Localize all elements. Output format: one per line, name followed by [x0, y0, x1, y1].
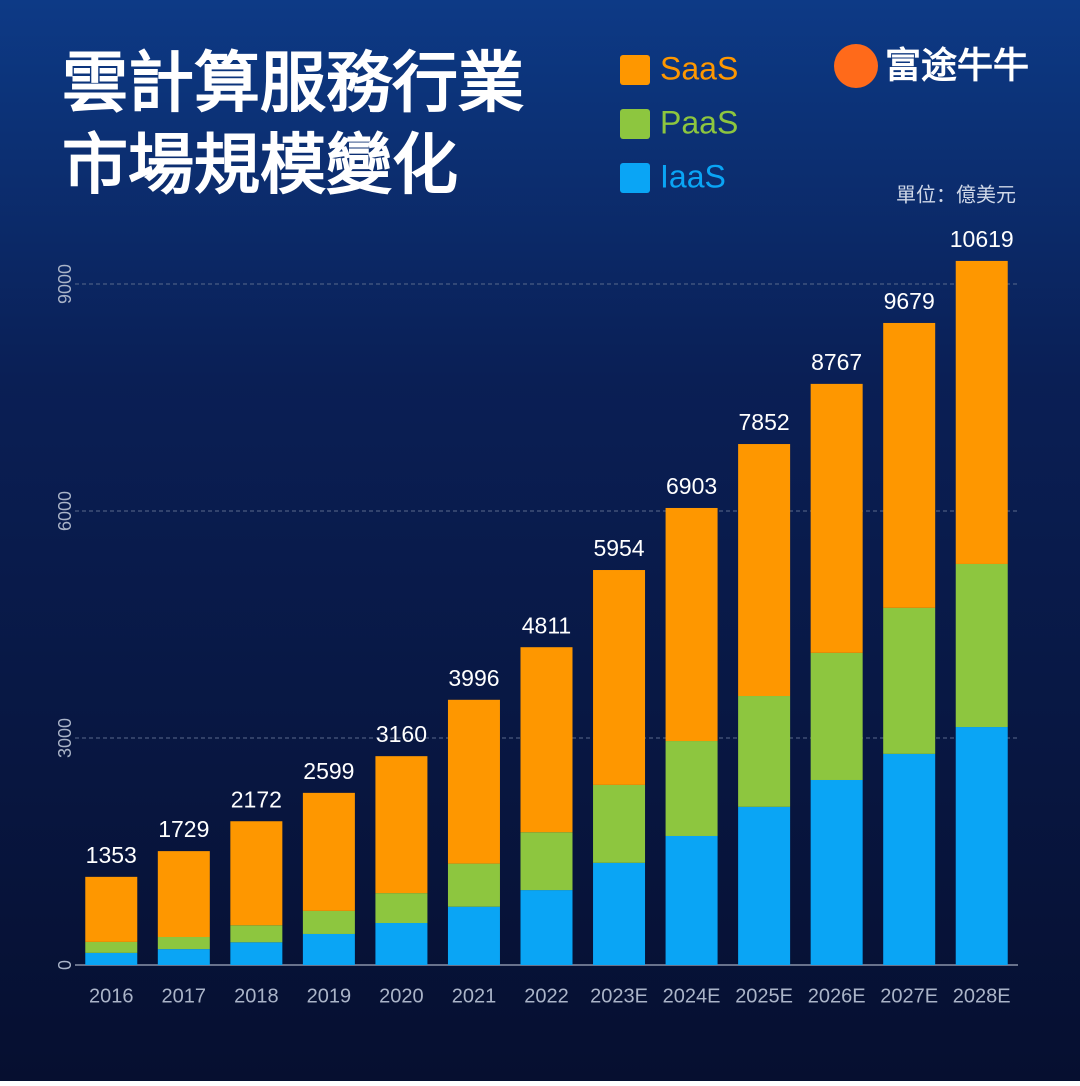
bar-segment: [955, 727, 1008, 965]
bar-segment: [738, 696, 791, 807]
x-tick-label: 2018: [234, 985, 279, 1007]
total-label: 6903: [666, 473, 717, 499]
total-label: 5954: [593, 535, 644, 561]
x-tick-label: 2019: [307, 985, 352, 1007]
bar-segment: [810, 652, 863, 780]
x-tick-label: 2021: [452, 985, 497, 1007]
brand-logo: [834, 44, 878, 88]
bar-segment: [810, 383, 863, 653]
x-tick-label: 2016: [89, 985, 134, 1007]
legend-swatch: [620, 163, 650, 193]
brand-name: 富途牛牛: [885, 45, 1029, 86]
x-tick-label: 2027E: [880, 985, 938, 1007]
x-tick-label: 2026E: [808, 985, 866, 1007]
bar-segment: [738, 444, 791, 697]
legend-swatch: [620, 55, 650, 85]
total-label: 3996: [448, 665, 499, 691]
bar-segment: [883, 322, 936, 608]
title-line: 雲計算服務行業: [62, 45, 524, 119]
x-tick-label: 2022: [524, 985, 569, 1007]
legend-label: IaaS: [660, 158, 726, 194]
total-label: 8767: [811, 349, 862, 375]
bar-segment: [883, 753, 936, 965]
total-label: 4811: [522, 612, 571, 638]
bar-segment: [157, 851, 210, 938]
bar-segment: [665, 507, 718, 742]
bar-segment: [520, 832, 573, 891]
total-label: 9679: [884, 288, 935, 314]
bar-segment: [157, 937, 210, 950]
bar-segment: [230, 925, 283, 943]
bar-segment: [955, 563, 1008, 728]
bar-segment: [738, 806, 791, 965]
y-tick-label: 0: [55, 960, 75, 970]
unit-label: 單位：億美元: [896, 183, 1016, 206]
bar-segment: [593, 784, 646, 863]
bar-segment: [810, 779, 863, 965]
bar-segment: [447, 906, 500, 965]
title-line: 市場規模變化: [62, 127, 458, 201]
bar-segment: [302, 910, 355, 934]
bar-segment: [375, 923, 428, 965]
bar-segment: [665, 741, 718, 836]
bar-segment: [883, 607, 936, 754]
x-tick-label: 2025E: [735, 985, 793, 1007]
bar-segment: [520, 890, 573, 965]
total-label: 1353: [86, 842, 137, 868]
bar-segment: [520, 647, 573, 833]
bar-segment: [447, 863, 500, 907]
bar-segment: [593, 862, 646, 965]
total-label: 2172: [231, 786, 282, 812]
bar-segment: [302, 933, 355, 965]
total-label: 7852: [739, 409, 790, 435]
x-tick-label: 2020: [379, 985, 424, 1007]
bar-segment: [302, 792, 355, 911]
total-label: 10619: [950, 226, 1014, 252]
y-tick-label: 6000: [55, 491, 75, 531]
y-tick-label: 3000: [55, 718, 75, 758]
total-label: 2599: [303, 758, 354, 784]
x-tick-label: 2028E: [953, 985, 1011, 1007]
bar-segment: [447, 699, 500, 864]
bar-segment: [157, 949, 210, 965]
x-tick-label: 2017: [162, 985, 207, 1007]
bar-segment: [85, 952, 138, 965]
bar-segment: [230, 821, 283, 926]
bar-segment: [375, 756, 428, 894]
x-tick-label: 2024E: [663, 985, 721, 1007]
legend-label: PaaS: [660, 104, 738, 140]
legend-label: SaaS: [660, 50, 738, 86]
bar-segment: [955, 260, 1008, 564]
bar-segment: [85, 876, 138, 942]
bar-segment: [85, 941, 138, 953]
bar-segment: [230, 942, 283, 965]
bar-segment: [593, 570, 646, 785]
x-tick-label: 2023E: [590, 985, 648, 1007]
y-tick-label: 9000: [55, 264, 75, 304]
bar-segment: [375, 893, 428, 924]
legend-swatch: [620, 109, 650, 139]
total-label: 1729: [158, 816, 209, 842]
bar-segment: [665, 835, 718, 965]
total-label: 3160: [376, 721, 427, 747]
